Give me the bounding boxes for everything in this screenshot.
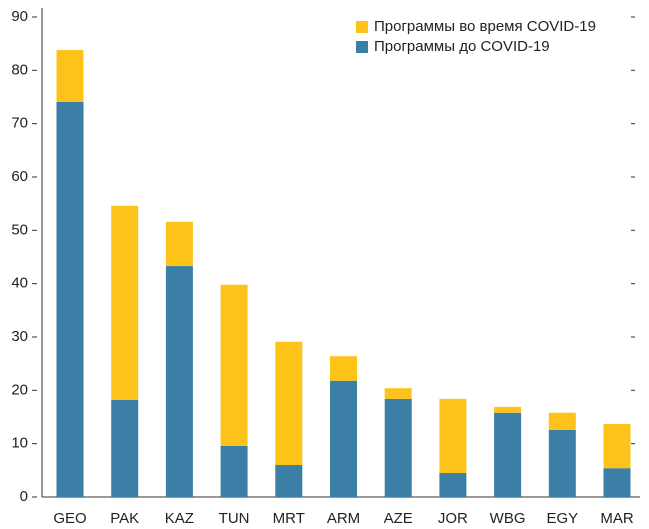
legend-swatch — [356, 41, 368, 53]
y-tick-label: 30 — [11, 328, 28, 345]
legend-label: Программы до COVID-19 — [374, 38, 550, 55]
y-tick-label: 10 — [11, 435, 28, 452]
bar-segment — [56, 50, 84, 102]
bar-segment — [384, 388, 412, 399]
bar-segment — [330, 380, 357, 497]
x-tick-label: WBG — [490, 510, 526, 527]
bar-segment — [111, 399, 139, 497]
y-tick-label: 80 — [11, 61, 28, 78]
x-tick-label: JOR — [438, 510, 468, 527]
x-tick-label: KAZ — [165, 510, 194, 527]
bar-segment — [548, 412, 576, 430]
y-tick-label: 40 — [11, 275, 28, 292]
bar-segment — [330, 356, 357, 381]
y-tick-label: 60 — [11, 168, 28, 185]
y-tick-label: 90 — [11, 8, 28, 25]
bar-segment — [220, 284, 248, 446]
x-tick-label: AZE — [384, 510, 413, 527]
bar-segment — [439, 473, 467, 497]
bar-segment — [439, 398, 467, 473]
x-tick-label: MRT — [273, 510, 305, 527]
y-tick-label: 70 — [11, 115, 28, 132]
bar-segment — [165, 221, 193, 267]
bar-segment — [603, 468, 631, 497]
bar-segment — [220, 445, 248, 497]
bar-segment — [56, 101, 84, 498]
x-tick-label: ARM — [327, 510, 360, 527]
bar-segment — [275, 341, 303, 465]
x-tick-label: GEO — [53, 510, 86, 527]
legend-label: Программы во время COVID-19 — [374, 18, 596, 35]
bar-segment — [111, 205, 139, 400]
x-tick-label: EGY — [546, 510, 578, 527]
x-tick-label: MAR — [600, 510, 634, 527]
bar-segment — [548, 429, 576, 497]
bar-segment — [494, 406, 522, 413]
bar-segment — [494, 412, 522, 497]
x-tick-label: PAK — [110, 510, 139, 527]
y-tick-label: 0 — [20, 488, 28, 505]
bar-segment — [165, 266, 193, 497]
y-tick-label: 50 — [11, 221, 28, 238]
x-tick-label: TUN — [219, 510, 250, 527]
bar-segment — [384, 398, 412, 497]
y-tick-label: 20 — [11, 381, 28, 398]
bar-segment — [275, 465, 303, 497]
bar-segment — [603, 423, 631, 469]
legend-swatch — [356, 21, 368, 33]
